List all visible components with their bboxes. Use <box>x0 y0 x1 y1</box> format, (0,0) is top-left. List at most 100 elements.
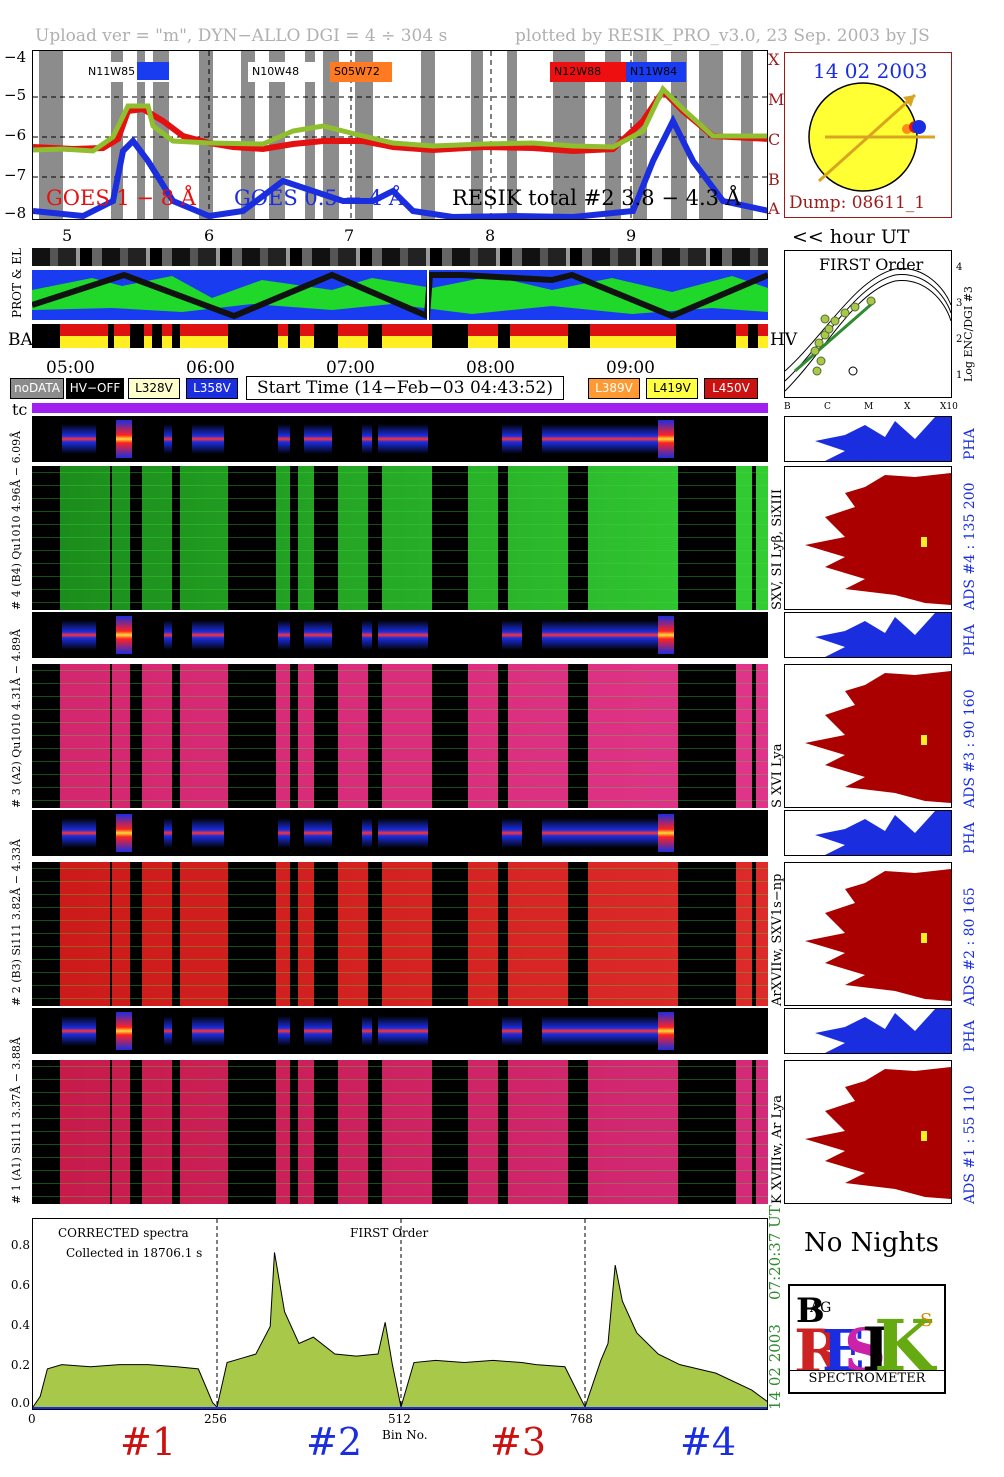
channel-label: # 1 (A1) Si111 3.37Å − 3.88Å <box>10 1037 23 1204</box>
sun-date: 14 02 2003 <box>813 59 928 83</box>
region-label-4: N12W88 <box>550 62 626 82</box>
channel-spectrogram <box>32 862 768 1006</box>
channel-ads-histogram <box>784 1060 952 1204</box>
spectrum-xtick: 768 <box>570 1412 593 1426</box>
channel-lines-label: S XVI Lya <box>770 743 785 808</box>
channel-tag-1: #1 <box>120 1420 177 1464</box>
spectrum-xtick: 512 <box>388 1412 411 1426</box>
legend-l389v: L389V <box>588 378 640 399</box>
hour-label: 08:00 <box>466 358 515 378</box>
legend-l450v: L450V <box>704 378 758 399</box>
channel-pha-strip <box>32 612 768 658</box>
region-label-1: N11W85 <box>84 62 176 82</box>
first-order-svg <box>785 268 951 392</box>
spectrum-xlabel: Bin No. <box>382 1428 428 1442</box>
channel-label: # 2 (B3) Si111 3.82Å − 4.33Å <box>10 839 23 1006</box>
channel-label: # 3 (A2) Qu1010 4.31Å − 4.89Å <box>10 629 23 808</box>
channel-ads-label: ADS #4 : 135 200 <box>962 482 978 610</box>
channel-pha-strip <box>32 810 768 856</box>
channel-ads-histogram <box>784 862 952 1006</box>
no-data-band <box>507 51 517 219</box>
ba-gap <box>32 324 60 348</box>
sun-disk-svg <box>808 82 935 192</box>
ba-gap <box>432 324 468 348</box>
goes-ytick: −5 <box>4 86 27 104</box>
strip-label-prot-el: PROT & EL <box>10 248 24 318</box>
channel-pha-label: PHA <box>962 428 978 460</box>
ba-gap <box>568 324 590 348</box>
ba-gap <box>152 324 162 348</box>
legend-l419v: L419V <box>646 378 698 399</box>
spectrum-note-1: CORRECTED spectra <box>58 1226 189 1240</box>
hour-tick: 6 <box>204 226 215 245</box>
prot-el-strip <box>32 270 768 320</box>
hour-tick: 8 <box>485 226 496 245</box>
svg-text:S: S <box>920 1310 932 1331</box>
ba-gap <box>748 324 758 348</box>
spectrum-note-2: Collected in 18706.1 s <box>66 1246 203 1260</box>
logo-caption: SPECTROMETER <box>790 1370 944 1386</box>
hour-tick: 7 <box>344 226 355 245</box>
hour-label: 06:00 <box>186 358 235 378</box>
legend-goes-short: GOES 0.5 − 4 Å <box>234 186 404 210</box>
legend-goes-long: GOES 1 − 8 Å <box>46 186 196 210</box>
ba-gap <box>498 324 510 348</box>
channel-lines-label: K XVIIIw, Ar Lya <box>770 1095 785 1204</box>
prot-el-svg <box>32 270 768 320</box>
region-label-5: N11W84 <box>626 62 686 82</box>
channel-lines-label: SXV, SI Lyβ, SiXIII <box>770 489 785 610</box>
spectrum-svg <box>33 1219 767 1409</box>
goes-ytick: −8 <box>4 204 27 222</box>
goes-ytick: −4 <box>4 48 27 66</box>
hour-axis-label: << hour UT <box>792 226 910 248</box>
strip-label-hv: HV <box>770 330 798 350</box>
hour-tick: 5 <box>62 226 73 245</box>
ba-gap <box>172 324 180 348</box>
goes-short-curve <box>33 114 767 219</box>
legend-l358v: L358V <box>186 378 238 399</box>
hour-label: 09:00 <box>606 358 655 378</box>
hour-label: 07:00 <box>326 358 375 378</box>
spectrum-date: 14 02 2003 <box>766 1324 784 1410</box>
ba-gap <box>368 324 382 348</box>
no-data-band <box>199 51 213 219</box>
region-label-2: N10W48 <box>248 62 318 82</box>
channel-spectrogram <box>32 664 768 808</box>
channel-spectrogram <box>32 466 768 610</box>
ba-gap <box>130 324 144 348</box>
sun-panel: 14 02 2003 Dump: 08611_1 <box>784 52 952 218</box>
channel-label: # 4 (B4) Qu1010 4.96Å − 6.09Å <box>10 430 23 610</box>
ba-gaps <box>32 324 758 348</box>
channel-ads-histogram <box>784 664 952 808</box>
channel-pha-histogram <box>784 612 952 658</box>
channel-ads-label: ADS #3 : 90 160 <box>962 689 978 808</box>
spectrum-plot <box>32 1218 768 1410</box>
channel-pha-label: PHA <box>962 1020 978 1052</box>
header-left: Upload ver = "m", DYN−ALLO DGI = 4 ÷ 304… <box>35 26 448 46</box>
ba-gap <box>288 324 300 348</box>
spectrum-order: FIRST Order <box>350 1226 429 1240</box>
spectrum-xtick: 256 <box>204 1412 227 1426</box>
ba-gap <box>676 324 736 348</box>
legend-l328v: L328V <box>128 378 180 399</box>
first-order-ylabel: Log ENC/DGI #3 <box>962 286 975 382</box>
ba-gap <box>228 324 278 348</box>
spectrum-area <box>33 1252 767 1409</box>
spectrum-time: 07:20:37 UT <box>766 1205 784 1300</box>
channel-pha-label: PHA <box>962 822 978 854</box>
ba-strip <box>32 324 768 348</box>
region-label-3: S05W72 <box>330 62 392 82</box>
ba-svg <box>32 324 768 348</box>
legend-start-time: Start Time (14−Feb−03 04:43:52) <box>246 376 564 400</box>
channel-pha-histogram <box>784 810 952 856</box>
channel-ads-histogram <box>784 466 952 610</box>
no-nights-label: No Nights <box>804 1228 939 1258</box>
no-data-band <box>305 51 315 219</box>
no-data-band <box>137 51 145 219</box>
channel-pha-histogram <box>784 416 952 462</box>
no-data-band <box>421 51 435 219</box>
svg-text:B: B <box>796 1291 825 1331</box>
channel-lines-label: ArXVIIw, SXV1s−np <box>770 873 785 1006</box>
ba-gap <box>314 324 338 348</box>
